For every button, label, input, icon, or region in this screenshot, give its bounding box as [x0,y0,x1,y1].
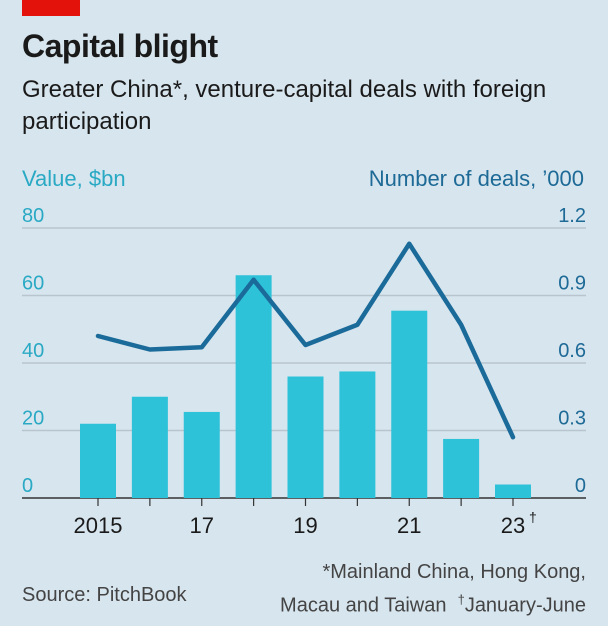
footnote-line-1: *Mainland China, Hong Kong, [322,561,586,583]
left-axis-tick-label: 80 [22,205,44,227]
right-axis-title: Number of deals, ’000 [368,166,584,191]
value-bar [80,423,116,498]
brand-red-tag [22,0,80,16]
left-axis-tick-label: 20 [22,408,44,430]
left-axis-tick-label: 40 [22,340,44,362]
x-axis-dagger: † [529,509,537,525]
x-axis-tick-label: 2015 [74,513,123,538]
bars [80,275,531,498]
footnote-line-2: Macau and Taiwan †January-June [280,586,586,620]
left-axis-tick-label: 0 [22,475,33,497]
source: Source: PitchBook [22,584,187,606]
value-bar [443,438,480,498]
right-axis-tick-label: 0.9 [558,273,586,295]
value-bar [495,484,531,498]
value-bar [287,376,324,498]
footnote: *Mainland China, Hong Kong, Macau and Ta… [280,558,586,620]
x-axis-tick-label: 21 [397,513,421,538]
deal-count-line [95,241,516,440]
left-axis-tick-label: 60 [22,273,44,295]
right-axis-tick-label: 1.2 [558,205,586,227]
value-bar [339,371,376,498]
x-axis-tick-label: 19 [293,513,317,538]
footnote-dagger: † [457,592,465,607]
right-axis-tick-label: 0.3 [558,408,586,430]
value-bar [235,275,272,498]
chart-subtitle: Greater China*, venture-capital deals wi… [22,76,547,135]
tick-labels: 0 0 20 0.3 40 0.6 60 0.9 80 1.2 2015 17 19 21 23 † [22,205,586,538]
footnote-region: Macau and Taiwan [280,594,447,617]
deal-count-line-path [95,241,516,440]
x-axis-tick-label: 23 [501,513,525,538]
right-axis-tick-label: 0.6 [558,340,586,362]
chart-canvas: 0 0 20 0.3 40 0.6 60 0.9 80 1.2 2015 17 19 21 23 † [22,205,586,538]
x-axis-tick-label: 17 [190,513,214,538]
chart-title: Capital blight [22,28,218,64]
value-bar [131,396,168,498]
right-axis-tick-label: 0 [575,475,586,497]
value-bar [391,310,428,498]
left-axis-title: Value, $bn [22,166,126,191]
footnote-period: January-June [464,594,586,617]
value-bar [183,411,220,498]
